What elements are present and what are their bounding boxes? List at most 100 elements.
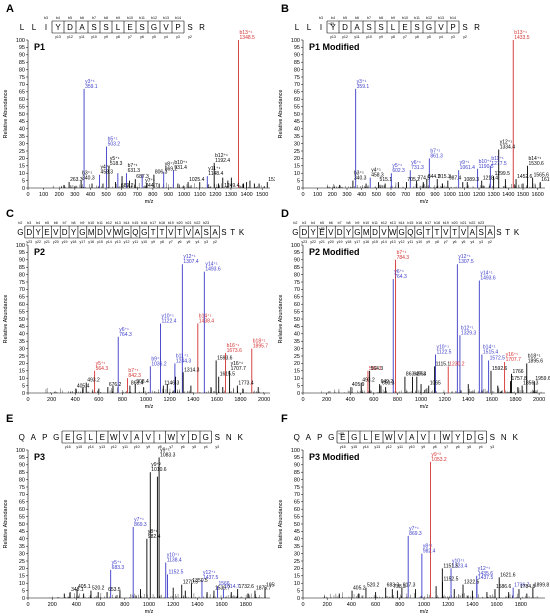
sequence-residue: G xyxy=(151,23,157,32)
peak-ion-label: y12⁺¹ xyxy=(203,570,216,576)
y-ion-label: y17 xyxy=(79,240,85,244)
sequence-residue: V xyxy=(328,228,334,237)
sequence-residue: S xyxy=(378,23,383,32)
x-tick-label: 0 xyxy=(301,397,304,403)
peak-ion-label: b7⁺¹ xyxy=(397,250,407,256)
x-tick-label: 1800 xyxy=(234,397,246,403)
y-tick-label: 45 xyxy=(294,119,300,125)
y-tick-label: 90 xyxy=(294,463,300,469)
y-ion-label: y6 xyxy=(456,445,460,449)
b-ion-label: b18 xyxy=(434,221,440,225)
b-ion-label: b17 xyxy=(425,221,431,225)
peak-mz-label: 359.1 xyxy=(357,84,370,90)
y-tick-label: 70 xyxy=(19,287,25,293)
y-ion-label: y7 xyxy=(169,240,173,244)
peak-ion-label: y10⁺¹ xyxy=(452,558,465,564)
peak-ion-label: y9⁺² xyxy=(431,452,441,458)
peak-mz-label: 1856.3 xyxy=(523,381,539,387)
x-tick-label: 500 xyxy=(101,192,110,198)
b-ion-label: b11 xyxy=(414,16,420,20)
y-ion-label: y8 xyxy=(116,35,120,39)
b-ion-label: b15 xyxy=(407,221,413,225)
sequence-residue: W xyxy=(442,433,450,442)
x-tick-label: 800 xyxy=(393,397,402,403)
panel-title: P2 Modified xyxy=(309,247,360,257)
x-tick-label: 800 xyxy=(416,192,425,198)
y-ion-label: y12 xyxy=(399,240,405,244)
y-tick-label: 0 xyxy=(297,186,300,192)
panel-letter: D xyxy=(281,208,289,220)
peak-mz-label: 458.3 xyxy=(101,170,114,176)
sequence-residue: I xyxy=(320,23,322,32)
peak-mz-label: 520.2 xyxy=(367,583,380,589)
peak-ion-label: y8⁺¹ xyxy=(423,544,433,550)
y-ion-label: y14 xyxy=(381,240,387,244)
y-tick-label: 25 xyxy=(19,354,25,360)
peak-mz-label: 1493.6 xyxy=(205,267,221,273)
sequence-residue: T xyxy=(177,228,182,237)
peak-mz-label: 653.5 xyxy=(108,587,121,593)
b-ion-label: b19 xyxy=(443,221,449,225)
x-tick-label: 600 xyxy=(94,397,103,403)
peak-ion-label: y6⁺¹ xyxy=(394,269,404,275)
peak-mz-label: 731.3 xyxy=(411,165,424,171)
b-ion-label: b23 xyxy=(478,221,484,225)
peak-ion-label: y4⁺¹ xyxy=(371,168,381,174)
sequence-residue: G xyxy=(53,433,59,442)
sequence-residue: G xyxy=(79,228,85,237)
peak-mz-label: 1277.5 xyxy=(491,161,507,167)
y-tick-label: 75 xyxy=(294,280,300,286)
y-ion-label: y23 xyxy=(26,240,32,244)
y-ion-label: y6 xyxy=(178,240,182,244)
sequence-residue: D xyxy=(62,228,68,237)
y-ion-label: y8 xyxy=(435,240,439,244)
sequence-residue: V xyxy=(186,228,192,237)
y-tick-label: 85 xyxy=(294,470,300,476)
sequence-residue: W xyxy=(389,228,397,237)
sequence-residue: G xyxy=(398,228,404,237)
sequence-residue: W xyxy=(110,433,118,442)
y-ion-label: y9 xyxy=(379,35,383,39)
sequence-residue: S xyxy=(204,228,209,237)
peak-mz-label: 1437.5 xyxy=(478,575,494,581)
y-ion-label: y5 xyxy=(462,240,466,244)
peak-mz-label: 550.3 xyxy=(369,366,382,372)
y-ion-label: y2 xyxy=(213,240,217,244)
y-tick-label: 95 xyxy=(19,455,25,461)
y-ion-label: y5 xyxy=(467,445,471,449)
peak-mz-label: 1146.3 xyxy=(164,381,179,387)
peak-mz-label: 964 xyxy=(418,372,427,378)
peaks xyxy=(75,264,259,393)
peak-mz-label: 1122.4 xyxy=(161,318,176,324)
y-tick-label: 40 xyxy=(19,332,25,338)
peak-mz-label: 1270.5 xyxy=(183,580,199,586)
peak-mz-label: 1617.6 xyxy=(541,177,550,183)
y-tick-label: 35 xyxy=(19,544,25,550)
peaks xyxy=(338,461,534,598)
y-tick-label: 60 xyxy=(19,97,25,103)
peak-mz-label: 649.2 xyxy=(381,379,394,385)
peak-mz-label: 405.4 xyxy=(77,384,90,390)
peptide-sequence: L L I Y D A S S L E S G V P S Rb3 b4 b5 b6 b7 b8 b9 b10 b11 b12 b… xyxy=(20,16,205,39)
peak-mz-label: 1515.4 xyxy=(483,350,499,356)
x-tick-label: 0 xyxy=(26,192,29,198)
b-ion-label: b16 xyxy=(416,221,422,225)
panel-letter: B xyxy=(281,3,289,15)
peak-mz-label: 1299.5 xyxy=(495,171,511,177)
peak-ion-label: y3⁺¹ xyxy=(357,79,367,85)
y-tick-label: 15 xyxy=(294,164,300,170)
y-tick-label: 45 xyxy=(294,324,300,330)
x-axis-label: m/z xyxy=(420,404,429,410)
sequence-residue: L xyxy=(32,23,37,32)
b-ion-label: b17 xyxy=(150,221,156,225)
peak-ion-label: y12⁺¹ xyxy=(478,566,491,572)
y-tick-label: 80 xyxy=(19,477,25,483)
y-tick-label: 60 xyxy=(19,507,25,513)
sequence-residue: D xyxy=(372,228,378,237)
sequence-residue: Y xyxy=(346,228,352,237)
y-tick-label: 30 xyxy=(19,346,25,352)
y-ion-label: y2 xyxy=(463,35,467,39)
b-ion-label: b6 xyxy=(80,16,84,20)
